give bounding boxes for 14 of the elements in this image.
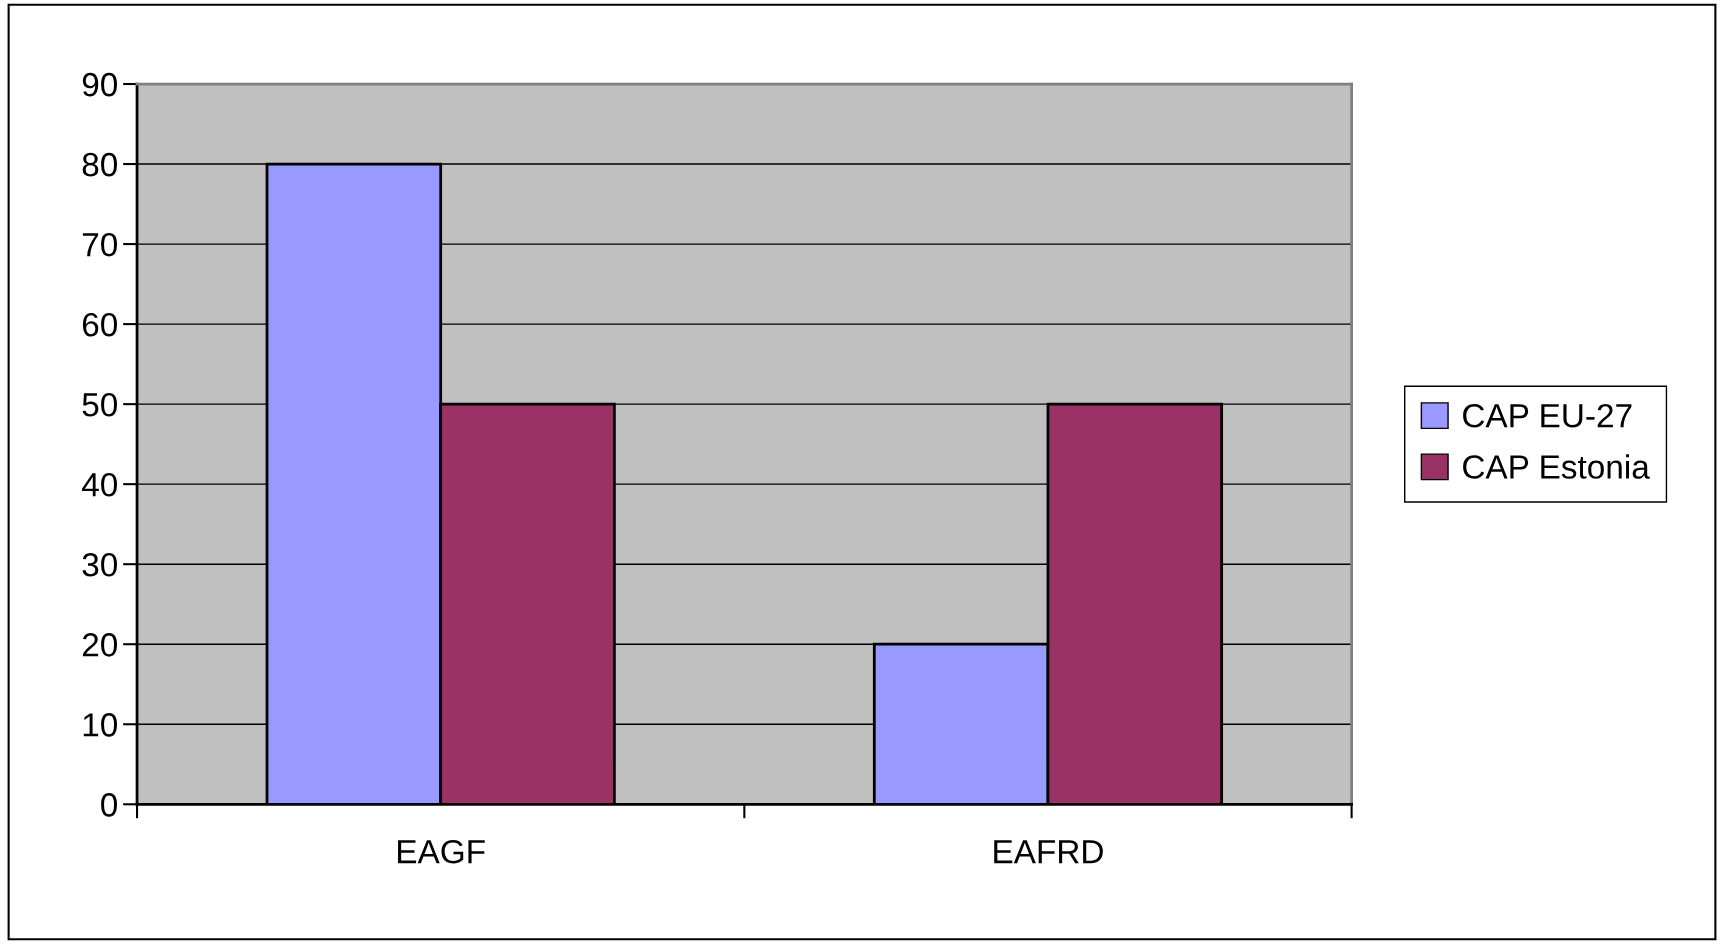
y-tick-label: 90 [82,72,118,97]
legend-label: CAP Estonia [1463,454,1650,479]
y-tick-label: 70 [82,232,118,257]
x-tick-label: EAGF [398,839,485,864]
y-tick-label: 50 [82,392,118,417]
y-tick-label: 0 [101,793,118,817]
y-tick-label: 10 [83,713,118,737]
y-tick-label: 80 [82,152,118,177]
legend-label: CAP EU-27 [1463,403,1632,428]
x-tick-label: EAFRD [994,840,1103,864]
y-tick-label: 60 [82,312,118,337]
y-tick-label: 40 [82,472,118,497]
y-tick-label: 20 [82,633,118,657]
y-tick-label: 30 [82,553,118,577]
